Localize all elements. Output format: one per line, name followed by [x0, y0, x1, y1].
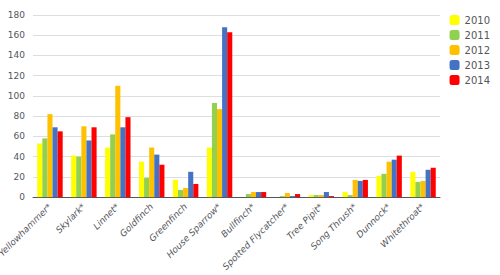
svg-text:2012: 2012: [465, 45, 490, 56]
svg-text:Whitethroat*: Whitethroat*: [378, 201, 426, 249]
svg-text:Tree Pipit*: Tree Pipit*: [284, 201, 325, 242]
svg-text:20: 20: [14, 172, 26, 182]
svg-text:Spotted Flycatcher*: Spotted Flycatcher*: [221, 201, 292, 272]
svg-text:40: 40: [14, 152, 26, 162]
svg-text:120: 120: [8, 71, 25, 81]
svg-text:Goldfinch: Goldfinch: [117, 201, 156, 239]
svg-text:Dunnock*: Dunnock*: [354, 201, 393, 240]
svg-text:Song Thrush*: Song Thrush*: [309, 201, 359, 251]
svg-text:Linnet*: Linnet*: [91, 201, 121, 231]
svg-text:Yellowhammer*: Yellowhammer*: [0, 201, 54, 258]
svg-text:60: 60: [14, 131, 26, 141]
svg-text:80: 80: [14, 111, 26, 121]
svg-text:Greenfinch: Greenfinch: [147, 201, 190, 244]
svg-text:160: 160: [8, 30, 25, 40]
svg-text:0: 0: [19, 192, 25, 202]
svg-text:2013: 2013: [465, 60, 490, 71]
svg-text:100: 100: [8, 91, 25, 101]
svg-text:140: 140: [8, 50, 25, 60]
svg-text:Bullfinch*: Bullfinch*: [219, 201, 257, 240]
svg-text:2014: 2014: [465, 75, 490, 86]
svg-text:House Sparrow*: House Sparrow*: [165, 201, 224, 260]
svg-text:2010: 2010: [465, 15, 490, 26]
svg-text:2011: 2011: [465, 30, 490, 41]
svg-text:180: 180: [8, 10, 25, 20]
svg-text:Skylark*: Skylark*: [54, 201, 88, 235]
